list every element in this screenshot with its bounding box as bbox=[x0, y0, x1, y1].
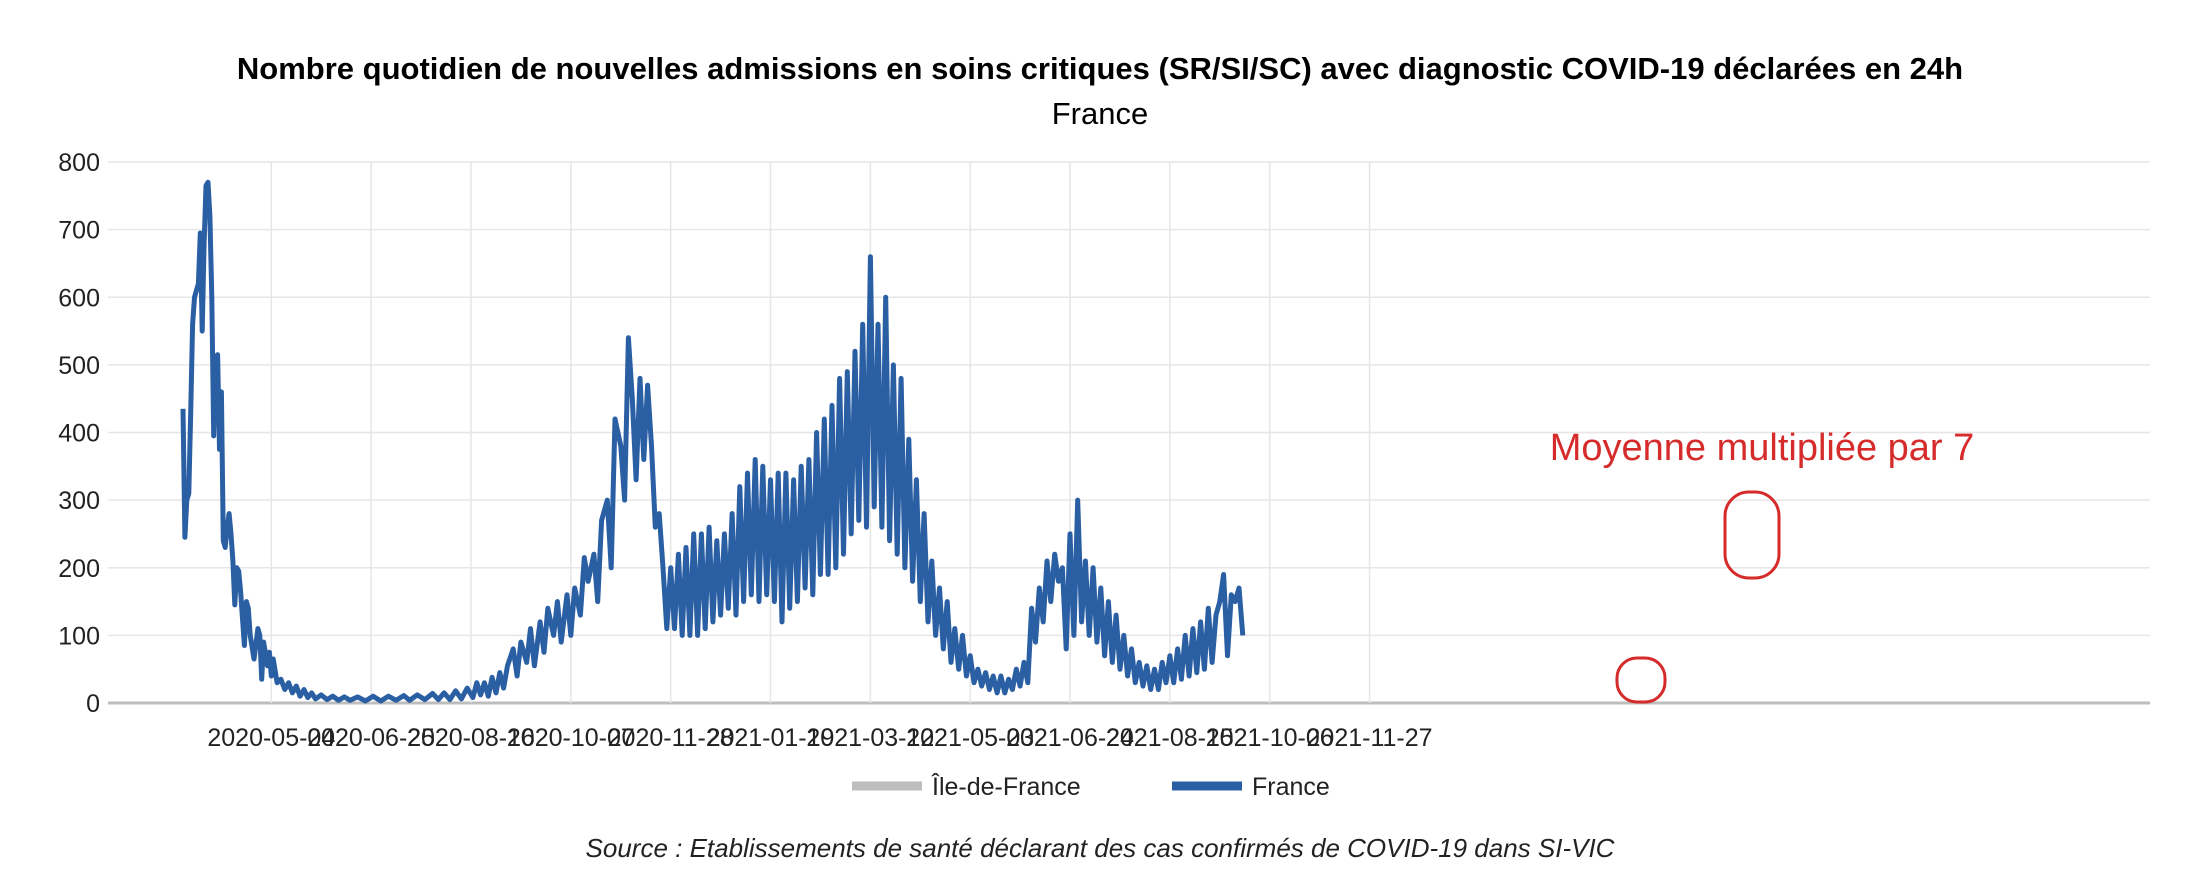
y-tick-label: 200 bbox=[58, 555, 100, 583]
x-tick-label: 2020-11-28 bbox=[608, 724, 734, 752]
x-tick-label: 2021-08-15 bbox=[1106, 724, 1234, 752]
legend-label-ile-de-france: Île-de-France bbox=[931, 772, 1081, 801]
x-tick-label: 2021-05-03 bbox=[906, 724, 1034, 752]
x-tick-label: 2021-01-19 bbox=[707, 724, 835, 752]
series-lines bbox=[180, 179, 1246, 704]
y-tick-label: 0 bbox=[86, 690, 100, 718]
x-tick-label: 2020-08-16 bbox=[407, 724, 535, 752]
series-line-france bbox=[180, 179, 1246, 704]
x-axis-ticks: 2020-05-042020-06-252020-08-162020-10-07… bbox=[207, 724, 1432, 752]
chart-subtitle: France bbox=[1052, 96, 1148, 131]
annotation-highlight-peak bbox=[1723, 490, 1781, 580]
y-axis-ticks: 0 100 200 300 400 500 600 700 800 bbox=[58, 149, 100, 718]
y-tick-label: 600 bbox=[58, 284, 100, 312]
x-tick-label: 2021-06-24 bbox=[1006, 724, 1134, 752]
legend-label-france: France bbox=[1252, 773, 1330, 801]
y-tick-label: 100 bbox=[58, 622, 100, 650]
x-tick-label: 2021-10-06 bbox=[1206, 724, 1334, 752]
source-note: Source : Etablissements de santé déclara… bbox=[586, 833, 1615, 863]
legend: Île-de-France France bbox=[852, 772, 1330, 801]
grid bbox=[108, 161, 2150, 705]
y-tick-label: 700 bbox=[58, 217, 100, 245]
x-tick-label: 2021-11-27 bbox=[1307, 724, 1433, 752]
x-tick-label: 2020-10-07 bbox=[507, 724, 635, 752]
x-tick-label: 2021-03-12 bbox=[806, 724, 934, 752]
annotations: Moyenne multipliée par 7 bbox=[1550, 427, 1975, 704]
y-tick-label: 400 bbox=[58, 420, 100, 448]
y-tick-label: 800 bbox=[58, 149, 100, 177]
x-tick-label: 2020-06-25 bbox=[307, 724, 435, 752]
annotation-text: Moyenne multipliée par 7 bbox=[1550, 427, 1975, 469]
y-tick-label: 500 bbox=[58, 352, 100, 380]
x-tick-label: 2020-05-04 bbox=[207, 724, 335, 752]
annotation-highlight-base bbox=[1615, 656, 1667, 704]
chart-title: Nombre quotidien de nouvelles admissions… bbox=[237, 51, 1963, 86]
y-tick-label: 300 bbox=[58, 487, 100, 515]
